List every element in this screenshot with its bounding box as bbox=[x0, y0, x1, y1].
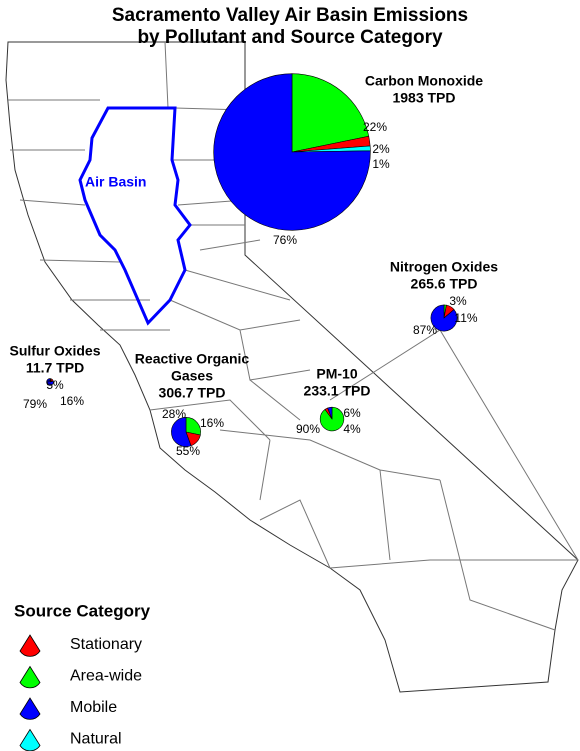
slice-label: 16% bbox=[60, 394, 84, 408]
legend-swatch bbox=[19, 665, 41, 689]
title-line: Sacramento Valley Air Basin Emissions bbox=[112, 5, 468, 26]
slice-label: 2% bbox=[372, 142, 390, 156]
legend-label: Natural bbox=[70, 731, 122, 748]
region-label: Air Basin bbox=[85, 174, 146, 190]
state-outline bbox=[5, 41, 579, 693]
legend-label: Mobile bbox=[70, 699, 117, 716]
legend-label: Area-wide bbox=[70, 668, 142, 685]
slice-label: 4% bbox=[343, 422, 361, 436]
state-map bbox=[5, 41, 579, 693]
pies: Stationary Area-wide Mobile Natural Carbon M… bbox=[9, 73, 498, 751]
pie-slice bbox=[185, 417, 201, 436]
slice-label: 16% bbox=[200, 416, 224, 430]
pie-slice bbox=[430, 304, 458, 332]
slice-label: 22% bbox=[363, 120, 387, 134]
legend-swatch bbox=[19, 634, 41, 657]
pie-slice bbox=[213, 73, 371, 231]
legend-title: Source Category bbox=[14, 601, 151, 620]
pie-name: Gases bbox=[171, 368, 213, 384]
pie-name: Nitrogen Oxides bbox=[390, 259, 498, 275]
pie-slice bbox=[46, 378, 54, 386]
slice-label: 1% bbox=[372, 157, 390, 171]
pie-total: 306.7 TPD bbox=[159, 385, 226, 401]
pie-name: Reactive Organic bbox=[135, 351, 250, 367]
pie-total: 233.1 TPD bbox=[304, 383, 371, 399]
slice-label: 55% bbox=[176, 444, 200, 458]
slice-label: 5% bbox=[46, 378, 64, 392]
title-line: by Pollutant and Source Category bbox=[137, 27, 443, 48]
pie-slice bbox=[171, 417, 192, 447]
slice-label: 79% bbox=[23, 397, 47, 411]
legend-swatch bbox=[19, 728, 41, 751]
pie-total: 265.6 TPD bbox=[411, 276, 478, 292]
slice-label: 6% bbox=[343, 406, 361, 420]
county-lines bbox=[8, 41, 579, 631]
legend-swatch bbox=[19, 697, 41, 720]
slice-label: 76% bbox=[273, 233, 297, 247]
pie-total: 11.7 TPD bbox=[26, 360, 84, 376]
pie-name: Sulfur Oxides bbox=[9, 343, 100, 359]
pie-total: 1983 TPD bbox=[392, 90, 455, 106]
pie-slice bbox=[291, 73, 370, 153]
slice-label: 28% bbox=[162, 407, 186, 421]
slice-label: 90% bbox=[296, 422, 320, 436]
slice-label: 11% bbox=[454, 311, 477, 325]
slice-label: 87% bbox=[413, 323, 437, 337]
legend-label: Stationary bbox=[70, 636, 142, 653]
pie-name: PM-10 bbox=[316, 366, 357, 382]
pie-name: Carbon Monoxide bbox=[365, 73, 483, 89]
air-basin-outline bbox=[78, 106, 192, 326]
pie-slice bbox=[327, 406, 333, 420]
slice-label: 3% bbox=[449, 294, 467, 308]
